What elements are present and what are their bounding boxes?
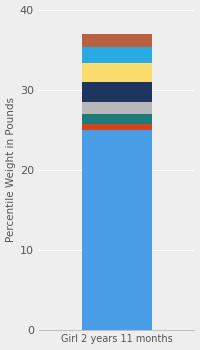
Bar — [82, 102, 152, 113]
Bar — [82, 82, 152, 102]
Bar — [82, 113, 152, 124]
Y-axis label: Percentile Weight in Pounds: Percentile Weight in Pounds — [6, 97, 16, 242]
Bar — [82, 124, 152, 130]
Bar — [82, 63, 152, 82]
Bar — [82, 34, 152, 47]
Bar — [82, 130, 152, 330]
Bar — [82, 47, 152, 63]
